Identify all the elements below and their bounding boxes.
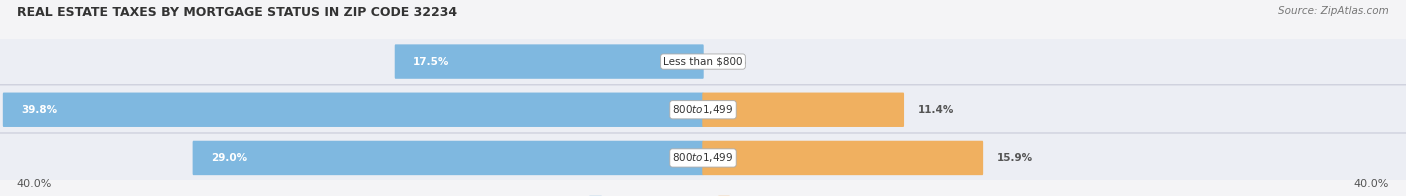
- Legend: Without Mortgage, With Mortgage: Without Mortgage, With Mortgage: [585, 191, 821, 196]
- Text: $800 to $1,499: $800 to $1,499: [672, 152, 734, 164]
- FancyBboxPatch shape: [703, 93, 904, 127]
- Text: 40.0%: 40.0%: [17, 179, 52, 189]
- Text: 29.0%: 29.0%: [211, 153, 247, 163]
- Text: Less than $800: Less than $800: [664, 57, 742, 67]
- Text: 11.4%: 11.4%: [917, 105, 953, 115]
- Text: Source: ZipAtlas.com: Source: ZipAtlas.com: [1278, 6, 1389, 16]
- FancyBboxPatch shape: [0, 37, 1406, 86]
- Text: REAL ESTATE TAXES BY MORTGAGE STATUS IN ZIP CODE 32234: REAL ESTATE TAXES BY MORTGAGE STATUS IN …: [17, 6, 457, 19]
- Text: 15.9%: 15.9%: [997, 153, 1032, 163]
- FancyBboxPatch shape: [3, 93, 704, 127]
- FancyBboxPatch shape: [0, 85, 1406, 135]
- Text: 39.8%: 39.8%: [21, 105, 58, 115]
- FancyBboxPatch shape: [193, 141, 704, 175]
- FancyBboxPatch shape: [703, 141, 983, 175]
- Text: $800 to $1,499: $800 to $1,499: [672, 103, 734, 116]
- FancyBboxPatch shape: [395, 44, 704, 79]
- FancyBboxPatch shape: [0, 133, 1406, 183]
- Text: 0.0%: 0.0%: [717, 57, 747, 67]
- Text: 17.5%: 17.5%: [413, 57, 450, 67]
- Text: 40.0%: 40.0%: [1354, 179, 1389, 189]
